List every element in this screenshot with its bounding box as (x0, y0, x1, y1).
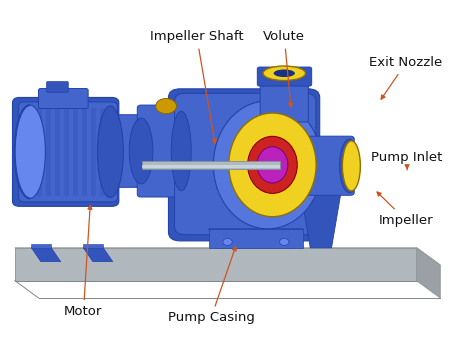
Bar (31, 244, 51, 248)
Polygon shape (83, 248, 113, 262)
FancyBboxPatch shape (174, 93, 316, 235)
Polygon shape (15, 248, 417, 281)
FancyBboxPatch shape (12, 98, 119, 206)
Text: Pump Casing: Pump Casing (168, 247, 255, 324)
FancyBboxPatch shape (38, 88, 88, 109)
FancyBboxPatch shape (297, 136, 354, 195)
Text: Exit Nozzle: Exit Nozzle (369, 57, 443, 99)
Text: Volute: Volute (263, 31, 305, 107)
Circle shape (223, 238, 232, 245)
Text: Impeller Shaft: Impeller Shaft (150, 31, 244, 143)
Text: Motor: Motor (64, 205, 102, 318)
Polygon shape (417, 248, 440, 298)
Ellipse shape (213, 101, 322, 229)
Ellipse shape (229, 113, 316, 217)
Bar (83, 244, 103, 248)
Ellipse shape (247, 136, 297, 193)
Ellipse shape (257, 147, 288, 183)
FancyBboxPatch shape (168, 89, 319, 241)
Bar (143, 165, 280, 168)
Ellipse shape (339, 139, 359, 193)
Bar (143, 161, 280, 169)
Circle shape (280, 238, 289, 245)
Polygon shape (31, 248, 61, 262)
Ellipse shape (15, 105, 46, 198)
Bar (209, 229, 303, 248)
FancyBboxPatch shape (106, 115, 146, 187)
Bar (37, 108, 42, 196)
Ellipse shape (263, 66, 306, 81)
Ellipse shape (171, 111, 191, 191)
FancyBboxPatch shape (46, 82, 68, 92)
FancyBboxPatch shape (137, 105, 185, 197)
Ellipse shape (129, 118, 153, 184)
FancyBboxPatch shape (260, 78, 309, 122)
Bar (28, 108, 33, 196)
Bar (46, 108, 51, 196)
Bar (73, 108, 78, 196)
Bar (64, 108, 69, 196)
Ellipse shape (342, 141, 360, 191)
FancyBboxPatch shape (18, 102, 118, 202)
FancyBboxPatch shape (257, 67, 312, 86)
Circle shape (156, 99, 176, 114)
Polygon shape (209, 229, 303, 248)
Bar (91, 108, 96, 196)
Bar (100, 108, 105, 196)
Bar (55, 108, 60, 196)
Bar (82, 108, 87, 196)
Polygon shape (301, 193, 341, 248)
Ellipse shape (97, 106, 123, 197)
Text: Pump Inlet: Pump Inlet (371, 151, 443, 170)
Text: Impeller: Impeller (377, 192, 433, 227)
Ellipse shape (273, 69, 295, 77)
Polygon shape (15, 248, 440, 265)
